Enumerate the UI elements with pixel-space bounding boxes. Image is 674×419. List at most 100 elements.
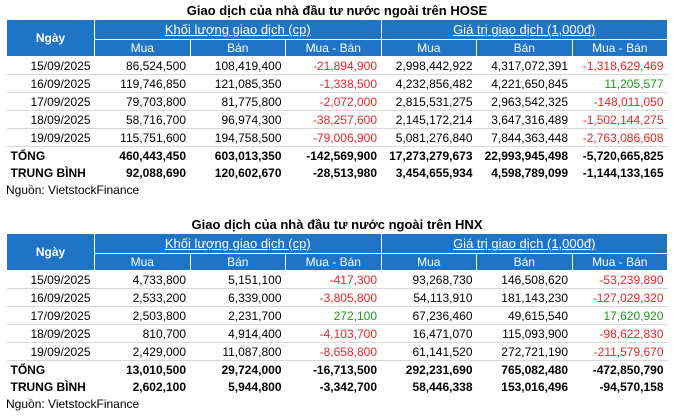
header-value-group: Giá trị giao dịch (1,000đ)	[380, 19, 668, 40]
cell-val-buy: 2,145,172,214	[381, 110, 477, 129]
cell-val-buy: 54,113,910	[381, 288, 477, 307]
cell-date: 15/09/2025	[6, 56, 95, 75]
cell-vol-net: -2,072,000	[285, 92, 381, 111]
total-label: TỔNG	[10, 148, 46, 163]
cell-vol-buy: 2,533,200	[94, 288, 190, 307]
cell-vol-sell: 5,151,100	[190, 270, 286, 289]
cell-val-sell: 4,317,072,391	[476, 56, 572, 75]
cell-vol-sell: 29,724,000	[221, 362, 282, 377]
cell-val-sell: 272,721,190	[476, 342, 572, 361]
cell-vol-sell: 108,419,400	[190, 56, 286, 75]
cell-vol-net: -1,338,500	[285, 74, 381, 93]
cell-vol-sell: 603,013,350	[214, 148, 282, 163]
header-vol-buy: Mua	[94, 253, 191, 271]
cell-val-buy: 16,471,070	[381, 324, 477, 343]
average-label: TRUNG BÌNH	[10, 165, 86, 180]
cell-date: 16/09/2025	[6, 288, 95, 307]
cell-vol-net: 272,100	[285, 306, 381, 325]
cell-vol-buy: 79,703,800	[94, 92, 190, 111]
hnx-section: Giao dịch của nhà đầu tư nước ngoài trên…	[6, 216, 668, 412]
cell-vol-net: -79,006,900	[285, 128, 381, 147]
header-val-net: Mua - Bán	[571, 253, 668, 271]
hose-source: Nguồn: VietstockFinance	[6, 183, 140, 197]
total-row: TỔNG 460,443,450 603,013,350 -142,569,900 17…	[7, 147, 668, 165]
cell-vol-sell: 5,944,800	[228, 379, 282, 394]
cell-vol-buy: 92,088,690	[125, 165, 186, 180]
cell-val-net: 17,620,920	[572, 306, 668, 325]
hose-title: Giao dịch của nhà đầu tư nước ngoài trên…	[186, 3, 488, 18]
cell-val-net: 11,205,577	[572, 74, 668, 93]
cell-val-net: -94,570,158	[599, 379, 664, 394]
cell-vol-buy: 2,429,000	[94, 342, 190, 361]
cell-val-net: -2,763,086,608	[572, 128, 668, 147]
cell-val-buy: 58,446,338	[412, 379, 473, 394]
cell-vol-buy: 460,443,450	[119, 148, 186, 163]
cell-vol-sell: 6,339,000	[190, 288, 286, 307]
header-val-sell: Bán	[476, 39, 573, 57]
cell-vol-sell: 2,231,700	[190, 306, 286, 325]
hnx-source: Nguồn: VietstockFinance	[6, 397, 140, 411]
cell-vol-sell: 121,085,350	[190, 74, 286, 93]
header-vol-net: Mua - Bán	[285, 39, 382, 57]
cell-val-sell: 3,647,316,489	[476, 110, 572, 129]
cell-vol-buy: 58,716,700	[94, 110, 190, 129]
header-val-buy: Mua	[380, 39, 477, 57]
cell-vol-buy: 115,751,600	[94, 128, 190, 147]
cell-val-sell: 2,963,542,325	[476, 92, 572, 111]
average-label: TRUNG BÌNH	[10, 379, 86, 394]
cell-vol-buy: 119,746,850	[94, 74, 190, 93]
cell-val-sell: 49,615,540	[476, 306, 572, 325]
cell-val-net: -127,029,320	[572, 288, 668, 307]
cell-date: 18/09/2025	[6, 110, 95, 129]
cell-val-buy: 93,268,730	[381, 270, 477, 289]
cell-val-buy: 67,236,460	[381, 306, 477, 325]
cell-vol-net: -4,103,700	[285, 324, 381, 343]
cell-val-sell: 22,993,945,498	[484, 148, 568, 163]
cell-val-net: -1,502,144,275	[572, 110, 668, 129]
cell-vol-net: -21,894,900	[285, 56, 381, 75]
cell-val-sell: 115,093,900	[476, 324, 572, 343]
cell-val-sell: 181,143,230	[476, 288, 572, 307]
cell-vol-buy: 86,524,500	[94, 56, 190, 75]
cell-vol-net: -142,569,900	[306, 148, 377, 163]
cell-vol-sell: 4,914,400	[190, 324, 286, 343]
header-vol-net: Mua - Bán	[285, 253, 382, 271]
header-value-group: Giá trị giao dịch (1,000đ)	[380, 233, 668, 254]
hose-section: Giao dịch của nhà đầu tư nước ngoài trên…	[6, 2, 668, 198]
cell-vol-net: -3,805,800	[285, 288, 381, 307]
cell-val-buy: 292,231,690	[405, 362, 473, 377]
cell-val-sell: 153,016,496	[501, 379, 568, 394]
table-row: 16/09/2025 119,746,850 121,085,350 -1,338,5…	[6, 74, 668, 93]
cell-vol-net: -16,713,500	[312, 362, 377, 377]
cell-date: 19/09/2025	[6, 128, 95, 147]
header-volume-group: Khối lượng giao dịch (cp)	[94, 19, 382, 40]
cell-val-net: -472,850,790	[592, 362, 664, 377]
table-row: 15/09/2025 86,524,500 108,419,400 -21,894,9…	[6, 56, 668, 75]
cell-val-sell: 4,221,650,845	[476, 74, 572, 93]
total-label: TỔNG	[10, 362, 46, 377]
cell-val-buy: 2,815,531,275	[381, 92, 477, 111]
cell-vol-buy: 2,503,800	[94, 306, 190, 325]
table-row: 17/09/2025 79,703,800 81,775,800 -2,072,000…	[6, 92, 668, 111]
cell-vol-net: -8,658,800	[285, 342, 381, 361]
hnx-table-body: 15/09/2025 4,733,800 5,151,100 -417,300 93,2…	[6, 270, 668, 396]
cell-date: 17/09/2025	[6, 92, 95, 111]
cell-vol-sell: 96,974,300	[190, 110, 286, 129]
hose-table: Ngày Khối lượng giao dịch (cp) Giá trị g…	[6, 19, 668, 181]
header-val-net: Mua - Bán	[571, 39, 668, 57]
cell-val-buy: 17,273,279,673	[389, 148, 473, 163]
cell-val-net: -1,318,629,469	[572, 56, 668, 75]
cell-val-sell: 146,508,620	[476, 270, 572, 289]
header-day: Ngày	[6, 233, 95, 271]
cell-val-net: -211,579,670	[572, 342, 668, 361]
cell-vol-net: -3,342,700	[319, 379, 377, 394]
cell-vol-sell: 81,775,800	[190, 92, 286, 111]
cell-vol-sell: 11,087,800	[190, 342, 286, 361]
cell-val-sell: 7,844,363,448	[476, 128, 572, 147]
cell-vol-buy: 13,010,500	[125, 362, 186, 377]
cell-val-net: -148,011,050	[572, 92, 668, 111]
cell-date: 15/09/2025	[6, 270, 95, 289]
table-row: 16/09/2025 2,533,200 6,339,000 -3,805,800 54…	[6, 288, 668, 307]
header-val-buy: Mua	[380, 253, 477, 271]
cell-date: 18/09/2025	[6, 324, 95, 343]
